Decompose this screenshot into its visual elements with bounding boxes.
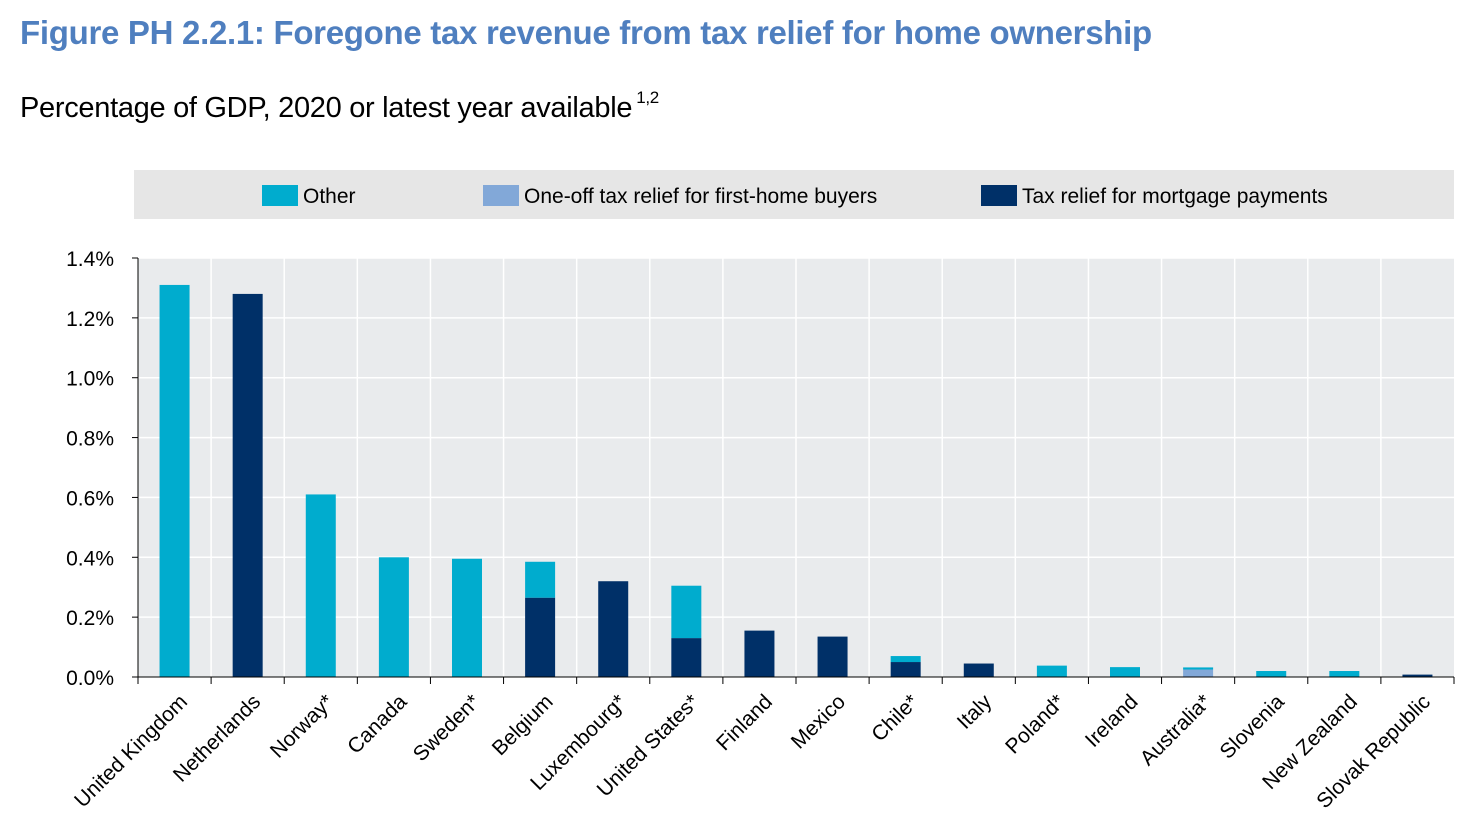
y-tick-label: 1.4% [66, 248, 114, 271]
bar-segment [232, 293, 263, 677]
x-tick-label: United Kingdom [70, 690, 192, 812]
bar-segment [890, 656, 921, 663]
bar-segment [963, 663, 994, 677]
x-tick-label: Belgium [488, 690, 558, 760]
legend-swatch [483, 185, 519, 206]
legend-label: One-off tax relief for first-home buyers [524, 185, 877, 208]
subtitle-footnote-marker: 1,2 [636, 88, 659, 107]
chart-title: Figure PH 2.2.1: Foregone tax revenue fr… [20, 14, 1152, 51]
bar-segment [1183, 667, 1214, 670]
bar-segment [1256, 671, 1287, 677]
bar-segment [1183, 669, 1214, 677]
legend-background [134, 170, 1454, 219]
legend-swatch [981, 185, 1017, 206]
y-tick-label: 0.0% [66, 667, 114, 690]
y-tick-label: 0.2% [66, 607, 114, 630]
x-tick-label: Ireland [1081, 690, 1143, 752]
x-tick-label: Sweden* [409, 690, 485, 766]
legend-swatch [262, 185, 298, 206]
y-tick-label: 1.0% [66, 368, 114, 391]
bar-segment [671, 638, 702, 677]
y-tick-label: 1.2% [66, 308, 114, 331]
y-tick-label: 0.8% [66, 428, 114, 451]
x-tick-label: Chile* [867, 690, 923, 746]
bar-segment [378, 557, 409, 677]
x-tick-label: Finland [712, 690, 777, 755]
x-tick-label: Italy [953, 690, 997, 734]
bar-segment [452, 558, 482, 677]
y-tick-labels: 0.0% 0.2% 0.4% 0.6% 0.8% 1.0% 1.2% 1.4% [66, 248, 114, 690]
bar-segment [890, 662, 921, 677]
legend: Other One-off tax relief for first-home b… [262, 185, 1328, 208]
bar-segment [1036, 665, 1067, 677]
gridlines [138, 257, 1454, 677]
legend-label: Other [303, 185, 356, 208]
bar-segment [1402, 674, 1433, 677]
y-tick-label: 0.6% [66, 487, 114, 510]
x-tick-label: Canada [343, 690, 412, 759]
bars [159, 284, 1433, 677]
bar-segment [305, 494, 336, 677]
bar-segment [817, 636, 848, 677]
bar-segment [744, 630, 775, 677]
bar-segment [525, 561, 556, 598]
y-tick-label: 0.4% [66, 547, 114, 570]
bar-segment [1110, 667, 1140, 677]
bar-segment [525, 597, 556, 677]
chart-subtitle: Percentage of GDP, 2020 or latest year a… [20, 88, 659, 125]
x-tick-label: Norway* [266, 690, 338, 762]
subtitle-text: Percentage of GDP, 2020 or latest year a… [20, 92, 633, 124]
bar-segment [1329, 671, 1360, 677]
x-tick-label: Australia* [1136, 690, 1216, 770]
x-tick-label: Mexico [787, 690, 850, 753]
bar-segment [159, 284, 190, 677]
x-tick-label: Poland* [1001, 690, 1069, 758]
bar-segment [671, 585, 702, 639]
bar-segment [598, 581, 629, 677]
x-tick-label: Slovenia [1216, 690, 1289, 763]
axes [132, 257, 1455, 684]
legend-label: Tax relief for mortgage payments [1022, 185, 1328, 208]
